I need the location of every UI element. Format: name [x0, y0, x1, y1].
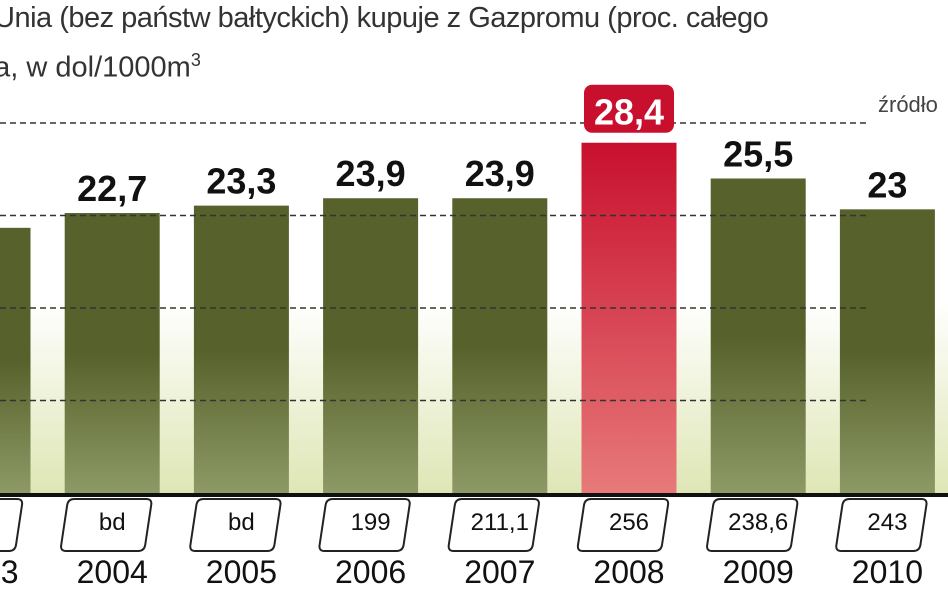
price-box: [189, 498, 282, 552]
year-label: 2004: [77, 554, 148, 590]
chart-title-line1: Unia (bez państw bałtyckich) kupuje z Ga…: [0, 2, 769, 34]
price-box: [576, 498, 670, 552]
bar-2009: [710, 178, 806, 493]
bar-2003: [0, 227, 31, 494]
price-label: 256: [609, 509, 649, 536]
price-box: [706, 498, 799, 552]
highlight-label-box: [584, 84, 674, 133]
chart-title-line2: na, w dol/1000m3: [0, 50, 201, 85]
bar-2008: [581, 142, 677, 493]
value-label: 23: [867, 164, 907, 205]
price-label: 238,6: [728, 509, 788, 536]
price-box: [0, 498, 24, 552]
year-label: 2008: [593, 554, 664, 590]
price-label: bd: [99, 509, 126, 536]
year-label: 2007: [464, 554, 535, 590]
value-label: 23,3: [206, 161, 276, 202]
bar-2007: [452, 198, 548, 493]
bar-2010: [839, 209, 935, 494]
price-label: 199: [351, 509, 391, 536]
year-label: 2006: [335, 554, 406, 590]
value-label: 25,5: [723, 134, 793, 175]
price-label: bd: [228, 509, 255, 536]
price-box: [318, 498, 411, 552]
year-label: 2009: [723, 554, 794, 590]
bar-2005: [193, 205, 289, 493]
value-label: 22,7: [77, 168, 147, 209]
bar-2006: [323, 198, 419, 493]
price-box: [835, 498, 928, 552]
unit-superscript: 3: [190, 50, 201, 70]
year-label: 2003: [0, 554, 19, 590]
source-label: źródło: [878, 92, 938, 117]
value-label: 28,4: [594, 92, 664, 133]
price-box: [447, 498, 540, 552]
year-label: 2005: [206, 554, 277, 590]
unit-text: na, w dol/1000m: [0, 51, 191, 84]
value-label: 23,9: [465, 153, 535, 194]
price-box: [60, 498, 153, 552]
price-label: 243: [867, 509, 907, 536]
price-label: 211,1: [471, 509, 529, 536]
value-label: 23,9: [336, 153, 406, 194]
year-label: 2010: [852, 554, 923, 590]
bar-2004: [64, 213, 160, 494]
